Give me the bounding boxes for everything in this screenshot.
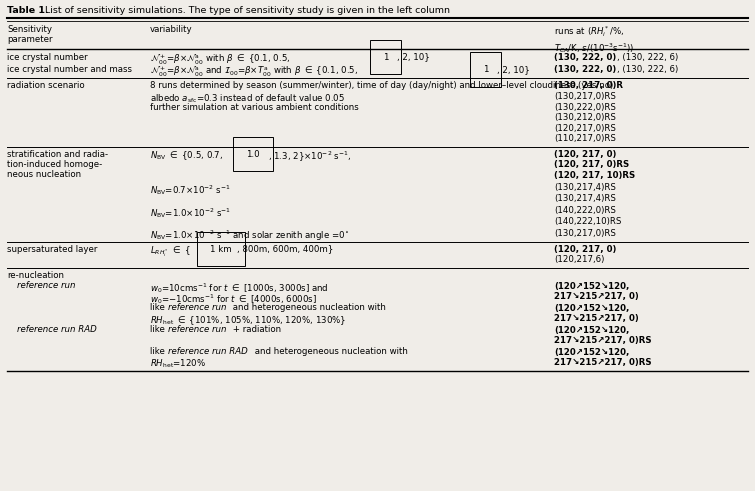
Text: reference run: reference run [17,281,76,291]
Text: 8 runs determined by season (summer/winter), time of day (day/night) and lower–l: 8 runs determined by season (summer/wint… [150,81,613,89]
Text: 217↘215↗217, 0): 217↘215↗217, 0) [554,314,639,323]
Text: (120↗152↘120,: (120↗152↘120, [554,326,630,334]
Text: $w_0$=10cms$^{-1}$ for $t$ $\in$ [1000s, 3000s] and: $w_0$=10cms$^{-1}$ for $t$ $\in$ [1000s,… [150,281,328,296]
Text: $RH_{\rm het}$ $\in$ {101%, 105%, 110%, 120%, 130%}: $RH_{\rm het}$ $\in$ {101%, 105%, 110%, … [150,314,346,327]
Text: 1: 1 [483,65,488,74]
Text: Table 1.: Table 1. [7,6,49,15]
Text: supersaturated layer: supersaturated layer [7,245,97,253]
Text: reference run: reference run [168,303,226,312]
Text: (120↗152↘120,: (120↗152↘120, [554,281,630,291]
Text: 217↘215↗217, 0)RS: 217↘215↗217, 0)RS [554,358,652,367]
Text: $N_{\rm BV}$ $\in$ {0.5, 0.7,: $N_{\rm BV}$ $\in$ {0.5, 0.7, [150,149,223,162]
Text: 217↘215↗217, 0): 217↘215↗217, 0) [554,292,639,301]
Text: (130,217,0)RS: (130,217,0)RS [554,92,616,101]
Text: $\mathcal{N}^+_{00}$=$\beta$$\times$$\mathcal{N}^{\rm a}_{00}$ and $\mathcal{I}_: $\mathcal{N}^+_{00}$=$\beta$$\times$$\ma… [150,65,358,79]
Text: + radiation: + radiation [230,326,281,334]
Text: (120, 217, 0)RS: (120, 217, 0)RS [554,160,629,169]
Text: and heterogeneous nucleation with: and heterogeneous nucleation with [252,348,408,356]
Text: $N_{\rm BV}$=1.0$\times$10$^{-2}$ s$^{-1}$ and solar zenith angle =0$^{\circ}$: $N_{\rm BV}$=1.0$\times$10$^{-2}$ s$^{-1… [150,229,349,244]
Text: reference run: reference run [168,326,226,334]
Text: 1.0: 1.0 [246,149,260,159]
Text: (130,212,0)RS: (130,212,0)RS [554,113,616,122]
Text: (130,222,0)RS: (130,222,0)RS [554,103,616,111]
Text: (120,217,6): (120,217,6) [554,255,604,264]
Text: reference run RAD: reference run RAD [17,326,97,334]
Text: (120, 217, 0): (120, 217, 0) [554,149,616,159]
Text: 1 km: 1 km [210,245,232,253]
Text: albedo $a_{\rm sfc}$=0.3 instead of default value 0.05: albedo $a_{\rm sfc}$=0.3 instead of defa… [150,92,345,105]
Text: (120, 217, 0): (120, 217, 0) [554,245,616,253]
Text: (140,222,10)RS: (140,222,10)RS [554,217,621,225]
Text: variability: variability [150,25,193,33]
Text: $N_{\rm BV}$=1.0$\times$10$^{-2}$ s$^{-1}$: $N_{\rm BV}$=1.0$\times$10$^{-2}$ s$^{-1… [150,206,231,220]
Text: $N_{\rm BV}$=0.7$\times$10$^{-2}$ s$^{-1}$: $N_{\rm BV}$=0.7$\times$10$^{-2}$ s$^{-1… [150,183,230,197]
Text: further simulation at various ambient conditions: further simulation at various ambient co… [150,103,359,111]
Text: like: like [150,348,168,356]
Text: , (130, 222, 6): , (130, 222, 6) [617,53,678,61]
Text: (120↗152↘120,: (120↗152↘120, [554,348,630,356]
Text: (130, 222, 0): (130, 222, 0) [554,53,616,61]
Text: like: like [150,326,168,334]
Text: ice crystal number: ice crystal number [7,53,88,61]
Text: (120,217,0)RS: (120,217,0)RS [554,124,616,133]
Text: like: like [150,303,168,312]
Text: Sensitivity
parameter: Sensitivity parameter [7,25,53,44]
Text: (130,217,4)RS: (130,217,4)RS [554,193,616,202]
Text: 1: 1 [383,53,389,61]
Text: (130,217,4)RS: (130,217,4)RS [554,183,616,192]
Text: runs at ($RH_i^*$/%,
$T_{CA}$/K, $s$/(10$^{-3}$s$^{-1}$)): runs at ($RH_i^*$/%, $T_{CA}$/K, $s$/(10… [554,25,634,55]
Text: ice crystal number and mass: ice crystal number and mass [7,65,132,74]
Text: re-nucleation: re-nucleation [7,271,64,279]
Text: (130,217,0)RS: (130,217,0)RS [554,229,616,238]
Text: List of sensitivity simulations. The type of sensitivity study is given in the l: List of sensitivity simulations. The typ… [45,6,450,15]
Text: $\mathcal{N}^+_{00}$=$\beta$$\times$$\mathcal{N}^{\rm a}_{00}$ with $\beta$ $\in: $\mathcal{N}^+_{00}$=$\beta$$\times$$\ma… [150,53,291,67]
Text: , 2, 10}: , 2, 10} [397,53,430,61]
Text: (120, 217, 10)RS: (120, 217, 10)RS [554,170,635,180]
Text: stratification and radia-
tion-induced homoge-
neous nucleation: stratification and radia- tion-induced h… [7,149,108,179]
Text: (130, 217, 0)R: (130, 217, 0)R [554,81,623,89]
Text: $w_0$=−10cms$^{-1}$ for $t$ $\in$ [4000s, 6000s]: $w_0$=−10cms$^{-1}$ for $t$ $\in$ [4000s… [150,292,317,306]
Text: (130, 222, 0): (130, 222, 0) [554,65,616,74]
Text: 217↘215↗217, 0)RS: 217↘215↗217, 0)RS [554,336,652,345]
Text: , (130, 222, 6): , (130, 222, 6) [617,65,678,74]
Text: , 800m, 600m, 400m}: , 800m, 600m, 400m} [237,245,334,253]
Text: (120↗152↘120,: (120↗152↘120, [554,303,630,312]
Text: $L_{RH_i^*}$ $\in$ {: $L_{RH_i^*}$ $\in$ { [150,245,191,259]
Text: radiation scenario: radiation scenario [7,81,85,89]
Text: $RH_{\rm het}$=120%: $RH_{\rm het}$=120% [150,358,206,371]
Text: and heterogeneous nucleation with: and heterogeneous nucleation with [230,303,386,312]
Text: , 1.3, 2}$\times$10$^{-2}$ s$^{-1}$,: , 1.3, 2}$\times$10$^{-2}$ s$^{-1}$, [268,149,351,164]
Text: (140,222,0)RS: (140,222,0)RS [554,206,616,215]
Text: , 2, 10}: , 2, 10} [497,65,530,74]
Text: (110,217,0)RS: (110,217,0)RS [554,134,616,143]
Text: reference run RAD: reference run RAD [168,348,248,356]
